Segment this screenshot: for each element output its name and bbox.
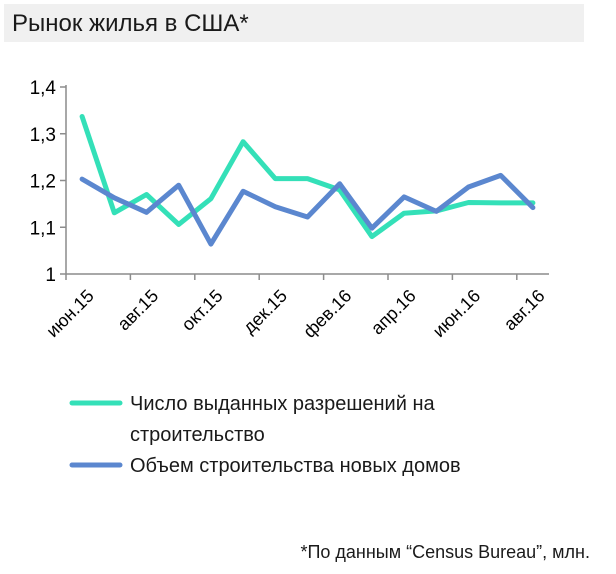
x-tick-label: авг.15 <box>113 286 162 335</box>
y-tick-label: 1,4 <box>30 78 57 99</box>
y-tick-label: 1 <box>45 265 56 286</box>
y-axis-ticks: 1,4 1,3 1,2 1,1 1 <box>30 78 66 286</box>
title-bar: Рынок жилья в США* <box>4 4 584 42</box>
legend-label: Число выданных разрешений на <box>130 393 435 415</box>
y-tick-label: 1,2 <box>30 172 56 193</box>
legend-label: Объем строительства новых домов <box>130 455 461 477</box>
y-tick-label: 1,3 <box>30 125 56 146</box>
legend-label: строительство <box>130 424 265 446</box>
x-tick-label: июн.16 <box>429 286 485 342</box>
x-tick-label: июн.15 <box>42 286 98 342</box>
legend: Число выданных разрешений на строительств… <box>69 393 461 477</box>
x-axis-ticks: июн.15 авг.15 окт.15 дек.15 фев.16 апр.16 июн.… <box>42 274 549 342</box>
x-tick-label: окт.15 <box>178 286 227 335</box>
x-tick-label: авг.16 <box>500 286 549 335</box>
chart-title: Рынок жилья в США* <box>12 10 249 37</box>
x-tick-label: фев.16 <box>299 286 355 342</box>
axes <box>65 85 549 275</box>
series-line-housing-starts <box>79 172 536 247</box>
line-chart: 1,4 1,3 1,2 1,1 1 июн.15 авг.15 окт.15 дек.15 фе… <box>30 78 549 477</box>
x-tick-label: дек.15 <box>239 286 291 338</box>
y-tick-label: 1,1 <box>30 218 56 239</box>
series-lines <box>79 114 536 247</box>
footnote: *По данным “Census Bureau”, млн. <box>300 542 590 562</box>
x-tick-label: апр.16 <box>367 286 420 339</box>
